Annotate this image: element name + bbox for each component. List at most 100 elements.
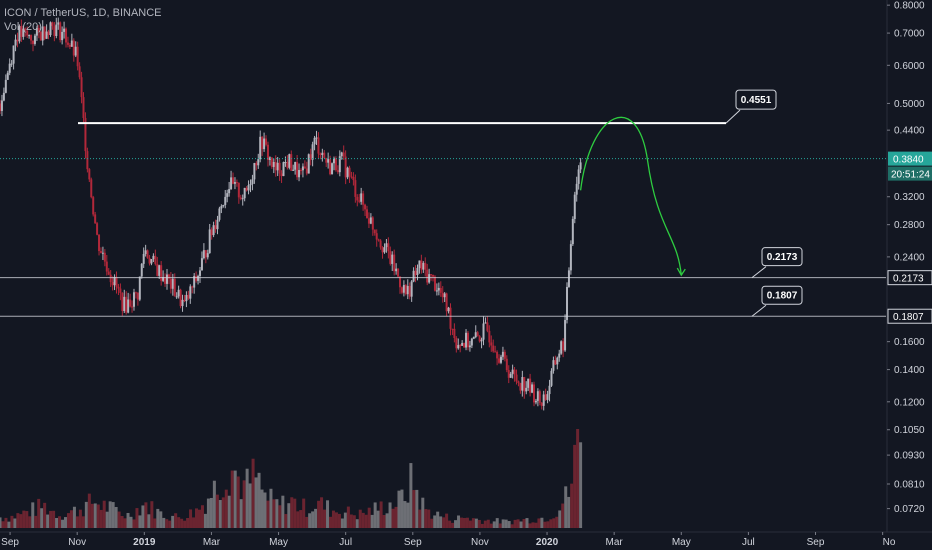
candle-body [181, 299, 184, 307]
candle-body [142, 253, 145, 264]
volume-bar [558, 510, 562, 528]
projection-curve[interactable] [579, 116, 682, 276]
volume-bar [460, 517, 464, 528]
candle-body [99, 251, 102, 253]
candle-body [443, 293, 446, 298]
candle-body [301, 166, 304, 171]
volume-bar [504, 519, 508, 528]
volume-bar [81, 516, 85, 528]
candle-body [484, 322, 487, 324]
candle-body [457, 345, 460, 349]
volume-bar [278, 505, 282, 528]
countdown-tag [888, 166, 932, 181]
volume-bar [442, 517, 446, 528]
volume-bar [90, 503, 94, 528]
price-axis[interactable]: 0.8000 0.7000 0.6000 0.5000 0.4400 0.3200 0.28… [886, 0, 932, 532]
candle-body [369, 217, 372, 224]
callout-box[interactable] [735, 89, 777, 110]
candle-body [379, 240, 382, 248]
candle-body [96, 223, 99, 235]
candle-body [272, 162, 275, 167]
level-axis-label[interactable]: 0.1807 [893, 312, 924, 323]
volume-bar [486, 519, 490, 528]
candle-body [498, 358, 501, 363]
volume-bar [248, 483, 252, 528]
candle-body [251, 179, 254, 185]
candle-body [441, 292, 444, 298]
volume-bar [72, 506, 76, 528]
volume-bar [69, 510, 73, 528]
level-axis-label[interactable]: 0.2173 [893, 274, 924, 285]
candle-body [542, 394, 545, 406]
candle-body [171, 278, 174, 289]
candle-body [503, 351, 506, 359]
time-tick-label: No [883, 537, 896, 548]
last-price-label[interactable]: 0.3840 [893, 155, 924, 166]
volume-bar [382, 515, 386, 528]
candle-body [315, 137, 318, 139]
time-tick-label: May [672, 537, 691, 548]
horizontal-levels[interactable]: 0.4551 0.2173 0.2173 0.1807 0.1807 [0, 89, 932, 324]
candle-body [55, 24, 58, 36]
volume-bar [337, 513, 341, 528]
volume-bar [16, 513, 20, 528]
candle-body [350, 176, 353, 178]
candle-body [111, 282, 114, 286]
candle-body [422, 262, 425, 270]
candle-body [377, 239, 380, 241]
volume-bar [480, 523, 484, 528]
candle-body [86, 151, 89, 170]
candle-body [579, 162, 582, 170]
volume-bar [454, 520, 458, 528]
volume-indicator-title[interactable]: Vol (20) [4, 21, 42, 33]
candle-body [447, 307, 450, 312]
candle-body [278, 162, 281, 174]
candle-body [144, 250, 147, 254]
candle-body [404, 285, 407, 295]
candle-body [451, 328, 454, 330]
volume-bar [534, 522, 538, 528]
volume-bar [177, 517, 181, 528]
level-axis-tag[interactable] [887, 308, 932, 324]
volume-bar [299, 510, 303, 528]
last-price-tag[interactable] [888, 151, 932, 166]
candle-body [224, 196, 227, 205]
callout-label[interactable]: 0.1807 [767, 291, 798, 302]
candle-body [416, 267, 419, 276]
candle-body [486, 322, 489, 331]
time-axis[interactable]: Sep Nov 2019 Mar May Jul Sep Nov 2020 Mar May Jul Se… [0, 531, 932, 548]
candle-body [235, 182, 238, 184]
volume-bar [218, 500, 222, 528]
symbol-title[interactable]: ICON / TetherUS, 1D, BINANCE [4, 7, 162, 19]
candle-body [476, 332, 479, 337]
callout-label[interactable]: 0.4551 [741, 95, 772, 106]
candle-body [305, 168, 308, 174]
volume-bar [87, 493, 91, 528]
volume-bar [147, 514, 151, 528]
volume-bar [349, 514, 353, 528]
candle-body [490, 342, 493, 346]
candle-body [233, 182, 236, 184]
level-axis-tag[interactable] [887, 270, 932, 286]
projection-arrow[interactable] [579, 116, 686, 277]
volume-bar [108, 501, 112, 528]
candle-body [35, 27, 38, 36]
callout-box[interactable] [761, 285, 803, 305]
candle-body [461, 342, 464, 346]
volume-bar [391, 508, 395, 528]
price-tick-label: 0.8000 [894, 1, 925, 12]
volume-bar [462, 517, 466, 528]
volume-bar [52, 510, 56, 528]
volume-bar [117, 511, 121, 528]
candle-body [465, 332, 468, 348]
callout-label[interactable]: 0.2173 [767, 252, 798, 263]
callout-box[interactable] [761, 247, 803, 267]
candle-body [430, 274, 433, 276]
candle-body [445, 293, 448, 312]
candle-body [393, 254, 396, 272]
candle-body [358, 200, 361, 202]
candle-body [348, 167, 351, 177]
candle-body [472, 337, 475, 339]
candle-body [266, 144, 269, 160]
